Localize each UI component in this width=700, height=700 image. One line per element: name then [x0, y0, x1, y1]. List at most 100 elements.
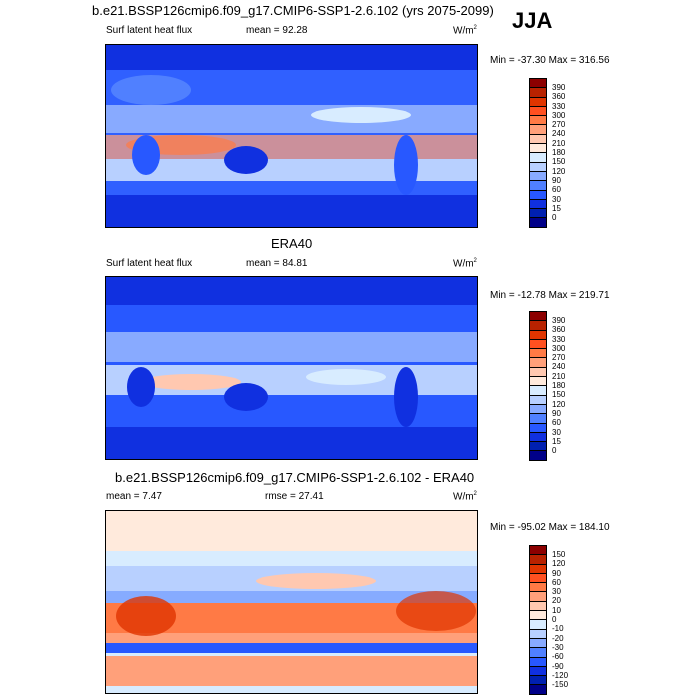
colorbar-tick-label: -30 — [552, 642, 564, 652]
panel2-minmax: Min = -12.78 Max = 219.71 — [490, 290, 610, 301]
colorbar-tick-label: -90 — [552, 661, 564, 671]
colorbar-swatch — [530, 144, 546, 154]
panel2-map — [105, 276, 478, 460]
colorbar-tick-label: 90 — [552, 408, 561, 418]
colorbar-tick-label: 30 — [552, 194, 561, 204]
colorbar-swatch — [530, 218, 546, 227]
colorbar-tick-label: 180 — [552, 148, 566, 158]
colorbar-tick-label: 150 — [552, 390, 566, 400]
colorbar-swatch — [530, 339, 546, 350]
colorbar-swatch — [530, 414, 546, 424]
colorbar-tick-label: 180 — [552, 381, 566, 391]
colorbar-swatch — [530, 88, 546, 98]
panel1-mean: mean = 92.28 — [246, 25, 308, 36]
colorbar-tick-label: 360 — [552, 325, 566, 335]
panel3-rmse: rmse = 27.41 — [265, 491, 324, 502]
panel1-minmax: Min = -37.30 Max = 316.56 — [490, 55, 610, 66]
panel3-units: W/m2 — [453, 491, 477, 503]
colorbar-swatch — [530, 564, 546, 574]
colorbar-tick-label: -20 — [552, 633, 564, 643]
panel1-map — [105, 44, 478, 228]
colorbar-tick-label: 330 — [552, 101, 566, 111]
colorbar-swatch — [530, 312, 546, 322]
colorbar-tick-label: 0 — [552, 615, 557, 625]
colorbar-swatch — [530, 657, 546, 667]
colorbar-tick-label: 90 — [552, 175, 561, 185]
panel2-variable: Surf latent heat flux — [106, 258, 193, 269]
colorbar-swatch — [530, 611, 546, 621]
colorbar-swatch — [530, 601, 546, 612]
colorbar-tick-label: 20 — [552, 596, 561, 606]
colorbar-swatch — [530, 404, 546, 415]
map-field — [106, 277, 477, 459]
colorbar-tick-label: 120 — [552, 559, 566, 569]
colorbar-tick-label: 270 — [552, 353, 566, 363]
panel1-units: W/m2 — [453, 25, 477, 37]
colorbar-swatch — [530, 116, 546, 126]
main-title: b.e21.BSSP126cmip6.f09_g17.CMIP6-SSP1-2.… — [92, 3, 494, 18]
season-label: JJA — [512, 8, 553, 33]
colorbar-swatch — [530, 423, 546, 433]
colorbar-swatch — [530, 209, 546, 219]
colorbar-swatch — [530, 666, 546, 677]
panel3-mean: mean = 7.47 — [106, 491, 162, 502]
colorbar-tick-label: 150 — [552, 157, 566, 167]
colorbar-tick-label: 240 — [552, 362, 566, 372]
colorbar-swatch — [530, 171, 546, 182]
colorbar-swatch — [530, 162, 546, 172]
panel3-title: b.e21.BSSP126cmip6.f09_g17.CMIP6-SSP1-2.… — [115, 470, 475, 485]
colorbar-tick-label: 300 — [552, 110, 566, 120]
colorbar-swatch — [530, 638, 546, 649]
colorbar-swatch — [530, 676, 546, 686]
colorbar-tick-label: 390 — [552, 83, 566, 92]
colorbar-tick-label: -150 — [552, 680, 569, 690]
colorbar-tick-label: 150 — [552, 550, 566, 559]
colorbar-tick-label: 60 — [552, 185, 561, 195]
colorbar-tick-label: 300 — [552, 343, 566, 353]
colorbar-tick-label: 30 — [552, 427, 561, 437]
panel2-units: W/m2 — [453, 258, 477, 270]
map-field — [106, 45, 477, 227]
colorbar-tick-label: -60 — [552, 652, 564, 662]
colorbar-tick-label: 210 — [552, 138, 566, 148]
colorbar-swatch — [530, 442, 546, 452]
colorbar-swatch — [530, 620, 546, 630]
colorbar-tick-label: 360 — [552, 92, 566, 102]
panel1-variable: Surf latent heat flux — [106, 25, 193, 36]
colorbar-swatch — [530, 592, 546, 602]
colorbar-tick-label: 210 — [552, 371, 566, 381]
colorbar-swatch — [530, 349, 546, 359]
colorbar-tick-label: 0 — [552, 446, 557, 456]
colorbar-tick-label: 15 — [552, 436, 561, 446]
colorbar-tick-label: 330 — [552, 334, 566, 344]
colorbar-tick-label: 390 — [552, 316, 566, 325]
panel2-colorbar-labels: 390 360 330 300 270 240 210 180 150 120 90 60 30 15 0 — [552, 316, 565, 455]
panel3-minmax: Min = -95.02 Max = 184.10 — [490, 522, 610, 533]
colorbar-swatch — [530, 134, 546, 145]
panel2-mean: mean = 84.81 — [246, 258, 308, 269]
colorbar-tick-label: 120 — [552, 399, 566, 409]
colorbar-tick-label: 15 — [552, 203, 561, 213]
colorbar-tick-label: 0 — [552, 213, 557, 223]
panel1-colorbar — [529, 78, 547, 228]
panel1-colorbar-labels: 390 360 330 300 270 240 210 180 150 120 90 60 30 15 0 — [552, 83, 565, 222]
colorbar-swatch — [530, 358, 546, 368]
colorbar-swatch — [530, 648, 546, 658]
colorbar-swatch — [530, 629, 546, 639]
colorbar-swatch — [530, 106, 546, 117]
colorbar-tick-label: 120 — [552, 166, 566, 176]
colorbar-swatch — [530, 153, 546, 163]
colorbar-tick-label: 90 — [552, 568, 561, 578]
colorbar-swatch — [530, 432, 546, 443]
colorbar-swatch — [530, 330, 546, 340]
colorbar-tick-label: 60 — [552, 418, 561, 428]
colorbar-tick-label: 240 — [552, 129, 566, 139]
colorbar-swatch — [530, 181, 546, 191]
colorbar-tick-label: 30 — [552, 587, 561, 597]
panel3-colorbar — [529, 545, 547, 695]
colorbar-swatch — [530, 190, 546, 200]
colorbar-swatch — [530, 321, 546, 331]
colorbar-swatch — [530, 555, 546, 565]
colorbar-swatch — [530, 386, 546, 396]
colorbar-swatch — [530, 97, 546, 107]
